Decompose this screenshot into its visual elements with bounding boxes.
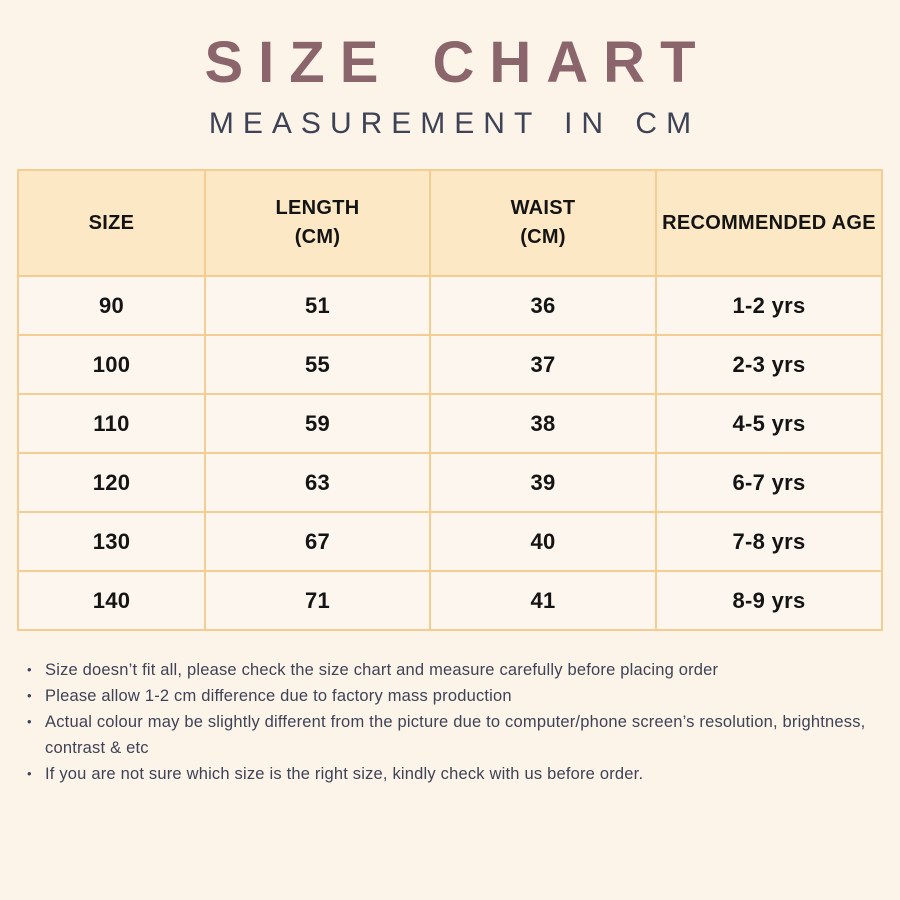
cell-age: 1-2 yrs (655, 275, 883, 336)
header-label: LENGTH (275, 197, 360, 219)
cell-length: 55 (204, 334, 431, 395)
cell-length: 51 (204, 275, 431, 336)
cell-size: 130 (17, 511, 206, 572)
table-row: 110 59 38 4-5 yrs (17, 393, 883, 454)
cell-size: 140 (17, 570, 206, 631)
table-header-row: SIZE LENGTH (CM) WAIST (CM) RECOMMENDED … (17, 169, 883, 277)
table-row: 100 55 37 2-3 yrs (17, 334, 883, 395)
table-row: 130 67 40 7-8 yrs (17, 511, 883, 572)
header-cell-recommended-age: RECOMMENDED AGE (655, 169, 883, 277)
cell-age: 7-8 yrs (655, 511, 883, 572)
page-subtitle: MEASUREMENT IN CM (208, 107, 701, 140)
note-item: Size doesn’t fit all, please check the s… (18, 657, 882, 683)
note-item: Actual colour may be slightly different … (18, 709, 882, 761)
cell-waist: 38 (429, 393, 657, 454)
note-item: If you are not sure which size is the ri… (18, 761, 882, 787)
cell-size: 110 (17, 393, 206, 454)
header-cell-length: LENGTH (CM) (204, 169, 431, 277)
cell-length: 71 (204, 570, 431, 631)
table-row: 120 63 39 6-7 yrs (17, 452, 883, 513)
page-title: SIZE CHART (204, 30, 711, 95)
header-label: WAIST (510, 197, 576, 219)
table-row: 140 71 41 8-9 yrs (17, 570, 883, 631)
cell-waist: 36 (429, 275, 657, 336)
note-item: Please allow 1-2 cm difference due to fa… (18, 683, 882, 709)
cell-length: 67 (204, 511, 431, 572)
cell-size: 100 (17, 334, 206, 395)
header-label: RECOMMENDED AGE (662, 211, 876, 234)
header-label: SIZE (88, 211, 135, 234)
cell-waist: 39 (429, 452, 657, 513)
size-table: SIZE LENGTH (CM) WAIST (CM) RECOMMENDED … (17, 169, 883, 631)
cell-age: 6-7 yrs (655, 452, 883, 513)
table-row: 90 51 36 1-2 yrs (17, 275, 883, 336)
notes-list: Size doesn’t fit all, please check the s… (18, 657, 882, 787)
header-cell-size: SIZE (17, 169, 206, 277)
cell-length: 59 (204, 393, 431, 454)
cell-size: 120 (17, 452, 206, 513)
cell-waist: 37 (429, 334, 657, 395)
cell-age: 2-3 yrs (655, 334, 883, 395)
cell-size: 90 (17, 275, 206, 336)
cell-waist: 40 (429, 511, 657, 572)
header-cell-waist: WAIST (CM) (429, 169, 657, 277)
cell-length: 63 (204, 452, 431, 513)
header-unit: (CM) (520, 226, 566, 248)
cell-age: 4-5 yrs (655, 393, 883, 454)
header-unit: (CM) (294, 226, 341, 248)
cell-age: 8-9 yrs (655, 570, 883, 631)
cell-waist: 41 (429, 570, 657, 631)
